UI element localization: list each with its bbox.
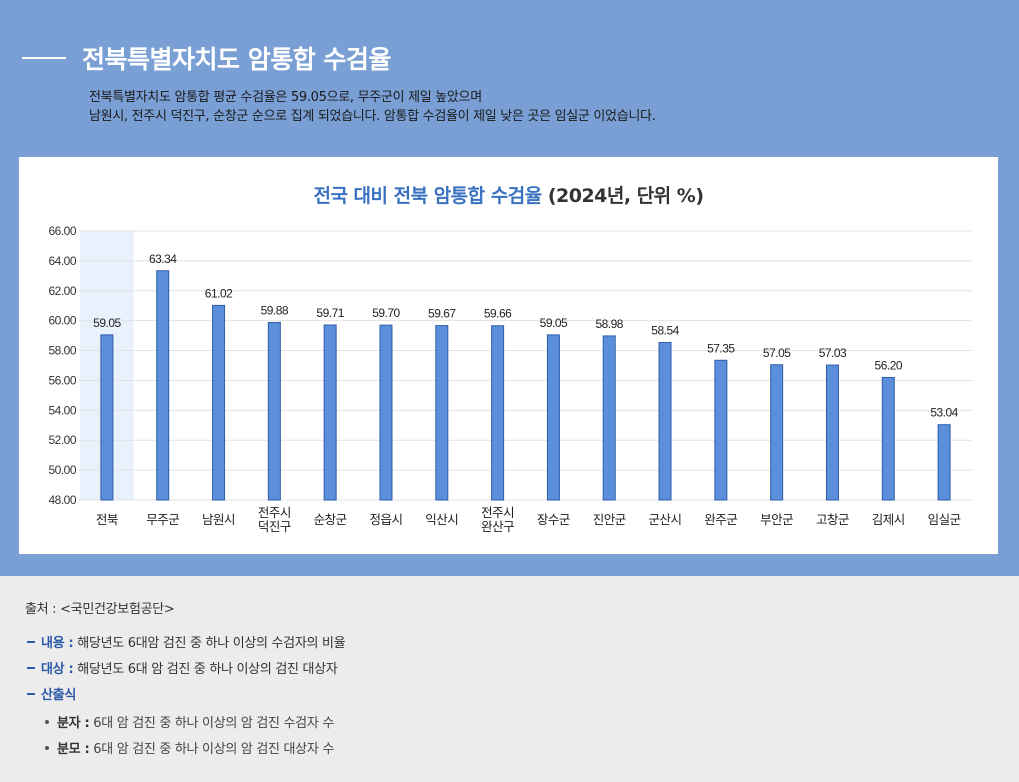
source-text: 출처 : <국민건강보험공단> xyxy=(25,602,175,617)
note-content-value: 해당년도 6대암 검진 중 하나 이상의 수검자의 비율 xyxy=(77,636,346,651)
data-label: 57.05 xyxy=(763,346,791,360)
note-formula: 산출식 xyxy=(27,684,76,703)
x-tick-label: 군산시 xyxy=(649,512,682,527)
dash-icon xyxy=(27,692,35,695)
y-tick-label: 48.00 xyxy=(48,493,76,507)
note-target-key: 대상 : xyxy=(41,662,74,677)
bar xyxy=(546,334,560,501)
chart-card: 48.00 50.00 52.00 54.00 56.00 58.00 60.00 62.00… xyxy=(19,157,998,554)
bar xyxy=(212,304,226,501)
bar xyxy=(770,364,784,501)
x-tick-label: 전주시 완산구 xyxy=(481,505,514,534)
data-label: 53.04 xyxy=(930,406,958,420)
description-line-1: 전북특별자치도 암통합 평균 수검율은 59.05으로, 무주군이 제일 높았으… xyxy=(89,90,482,105)
x-tick-label: 임실군 xyxy=(928,512,961,527)
x-tick-label: 정읍시 xyxy=(369,512,402,527)
bar xyxy=(267,321,281,501)
x-tick-label: 고창군 xyxy=(816,512,849,527)
y-tick-label: 50.00 xyxy=(48,463,76,477)
bar xyxy=(435,325,449,501)
data-label: 59.67 xyxy=(428,307,456,321)
denominator-key: 분모 : xyxy=(57,742,90,757)
data-label: 59.05 xyxy=(540,316,568,330)
numerator-key: 분자 : xyxy=(57,716,90,731)
bullet-icon xyxy=(45,719,49,724)
formula-denominator: 분모 : 6대 암 검진 중 하나 이상의 암 검진 대상자 수 xyxy=(45,738,334,757)
title-rule xyxy=(22,57,66,59)
x-tick-label: 장수군 xyxy=(537,512,570,527)
y-tick-label: 60.00 xyxy=(48,314,76,328)
x-tick-label: 부안군 xyxy=(760,512,793,527)
note-content: 내용 : 해당년도 6대암 검진 중 하나 이상의 수검자의 비율 xyxy=(27,632,346,651)
bar xyxy=(379,324,393,501)
bar xyxy=(825,364,839,501)
x-tick-label: 남원시 xyxy=(202,512,235,527)
x-tick-label: 순창군 xyxy=(314,512,347,527)
dash-icon xyxy=(27,640,35,643)
data-label: 63.34 xyxy=(149,252,177,266)
x-tick-label: 진안군 xyxy=(593,512,626,527)
description-line-2: 남원시, 전주시 덕진구, 순창군 순으로 집계 되었습니다. 암통합 수검율이… xyxy=(89,109,656,124)
bar xyxy=(881,376,895,501)
note-content-key: 내용 : xyxy=(41,636,74,651)
data-label: 58.98 xyxy=(595,317,623,331)
x-tick-label: 완주군 xyxy=(704,512,737,527)
formula-numerator: 분자 : 6대 암 검진 중 하나 이상의 암 검진 수검자 수 xyxy=(45,712,334,731)
bar xyxy=(937,424,951,501)
x-tick-label: 익산시 xyxy=(425,512,458,527)
data-label: 59.70 xyxy=(372,306,400,320)
data-label: 56.20 xyxy=(875,358,903,372)
bar xyxy=(323,324,337,501)
data-label: 57.35 xyxy=(707,341,735,355)
x-tick-label: 전주시 덕진구 xyxy=(258,505,291,534)
bar xyxy=(602,335,616,501)
data-label: 59.88 xyxy=(261,303,289,317)
y-tick-label: 54.00 xyxy=(48,403,76,417)
note-formula-key: 산출식 xyxy=(41,688,76,703)
header-panel: 전북특별자치도 암통합 수검율 전북특별자치도 암통합 평균 수검율은 59.0… xyxy=(0,0,1019,576)
data-label: 58.54 xyxy=(651,323,679,337)
bar xyxy=(714,359,728,501)
chart-title-main: 전국 대비 전북 암통합 수검율 xyxy=(313,185,542,207)
page-title: 전북특별자치도 암통합 수검율 xyxy=(82,45,391,74)
dash-icon xyxy=(27,666,35,669)
data-label: 59.05 xyxy=(93,316,121,330)
data-label: 61.02 xyxy=(205,286,233,300)
bar-chart: 48.00 50.00 52.00 54.00 56.00 58.00 60.00 62.00… xyxy=(48,224,972,534)
note-target-value: 해당년도 6대 암 검진 중 하나 이상의 검진 대상자 xyxy=(77,662,338,677)
title-row: 전북특별자치도 암통합 수검율 xyxy=(22,40,391,76)
bar xyxy=(100,334,114,501)
page-description: 전북특별자치도 암통합 평균 수검율은 59.05으로, 무주군이 제일 높았으… xyxy=(89,88,656,126)
denominator-value: 6대 암 검진 중 하나 이상의 암 검진 대상자 수 xyxy=(93,742,334,757)
y-tick-label: 64.00 xyxy=(48,254,76,268)
y-tick-label: 52.00 xyxy=(48,433,76,447)
x-tick-label: 김제시 xyxy=(872,512,905,527)
data-label: 59.71 xyxy=(316,306,344,320)
y-tick-label: 66.00 xyxy=(48,224,76,238)
bar xyxy=(156,270,170,501)
y-tick-label: 62.00 xyxy=(48,284,76,298)
note-target: 대상 : 해당년도 6대 암 검진 중 하나 이상의 검진 대상자 xyxy=(27,658,338,677)
bar xyxy=(658,341,672,501)
x-tick-label: 무주군 xyxy=(146,512,179,527)
numerator-value: 6대 암 검진 중 하나 이상의 암 검진 수검자 수 xyxy=(93,716,334,731)
bar xyxy=(491,325,505,501)
data-label: 57.03 xyxy=(819,346,847,360)
y-tick-label: 56.00 xyxy=(48,373,76,387)
x-tick-label: 전북 xyxy=(96,512,118,527)
bullet-icon xyxy=(45,745,49,750)
chart-title-sub: (2024년, 단위 %) xyxy=(547,185,704,207)
data-label: 59.66 xyxy=(484,307,512,321)
y-tick-label: 58.00 xyxy=(48,344,76,358)
chart-title: 전국 대비 전북 암통합 수검율 (2024년, 단위 %) xyxy=(19,181,998,208)
